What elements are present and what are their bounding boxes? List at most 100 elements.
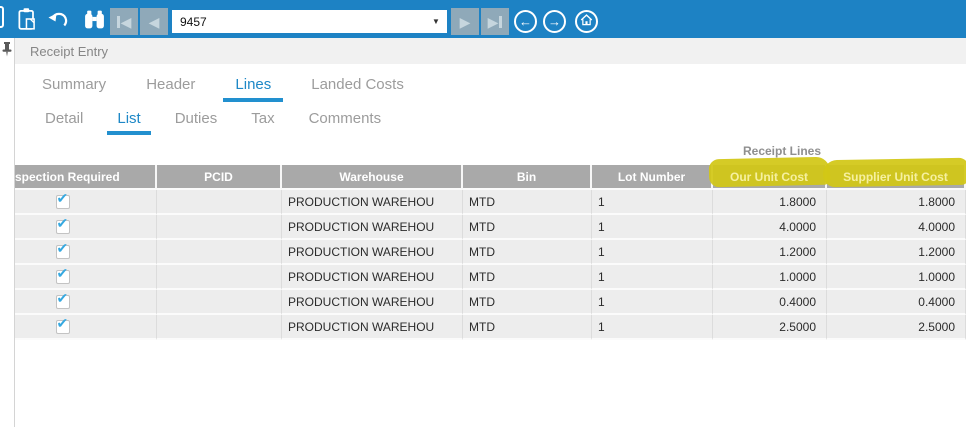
first-record-button[interactable]: ◀ — [110, 8, 138, 35]
cell-lot-number[interactable]: 1 — [592, 215, 713, 240]
navigate-forward-button[interactable]: → — [543, 10, 566, 33]
cell-our-unit-cost[interactable]: 1.8000 — [713, 190, 827, 215]
tab-header[interactable]: Header — [146, 76, 196, 93]
cell-supplier-unit-cost[interactable]: 1.2000 — [827, 240, 966, 265]
cell-lot-number[interactable]: 1 — [592, 190, 713, 215]
binoculars-icon — [83, 9, 106, 30]
cell-lot-number[interactable]: 1 — [592, 240, 713, 265]
cell-warehouse[interactable]: PRODUCTION WAREHOU — [282, 290, 463, 315]
cell-bin[interactable]: MTD — [463, 290, 592, 315]
previous-record-button[interactable]: ◀ — [140, 8, 168, 35]
cell-lot-number[interactable]: 1 — [592, 265, 713, 290]
cell-inspection-required[interactable]: ✔ — [15, 215, 157, 240]
tab-comments[interactable]: Comments — [308, 110, 382, 127]
main-tab-strip: Summary Header Lines Landed Costs — [15, 74, 416, 102]
next-record-button[interactable]: ▶ — [451, 8, 479, 35]
column-header-our-unit-cost[interactable]: Our Unit Cost — [708, 156, 831, 190]
check-icon: ✔ — [56, 290, 69, 306]
inspection-required-checkbox[interactable]: ✔ — [55, 215, 70, 234]
record-navigator-dropdown-button[interactable]: ▼ — [432, 17, 440, 26]
tab-list[interactable]: List — [107, 108, 151, 135]
cell-our-unit-cost[interactable]: 2.5000 — [713, 315, 827, 340]
cell-lot-number[interactable]: 1 — [592, 290, 713, 315]
column-header-lot-number[interactable]: Lot Number — [592, 165, 713, 190]
cell-supplier-unit-cost[interactable]: 0.4000 — [827, 290, 966, 315]
table-row: ✔ PRODUCTION WAREHOU MTD 1 1.0000 1.0000 — [15, 265, 966, 290]
column-header-pcid[interactable]: PCID — [157, 165, 282, 190]
cell-our-unit-cost[interactable]: 1.2000 — [713, 240, 827, 265]
inspection-required-checkbox[interactable]: ✔ — [55, 290, 70, 309]
last-record-icon: ▶ — [487, 13, 499, 30]
inspection-required-checkbox[interactable]: ✔ — [55, 190, 70, 209]
grid-header-row: Inspection Required PCID Warehouse Bin L… — [15, 156, 966, 190]
paste-button[interactable] — [13, 5, 41, 33]
cell-pcid[interactable] — [157, 190, 282, 215]
cell-inspection-required[interactable]: ✔ — [15, 240, 157, 265]
paste-icon — [16, 7, 38, 31]
table-row: ✔ PRODUCTION WAREHOU MTD 1 1.2000 1.2000 — [15, 240, 966, 265]
cell-pcid[interactable] — [157, 240, 282, 265]
cell-bin[interactable]: MTD — [463, 315, 592, 340]
home-button[interactable] — [575, 10, 598, 33]
navigate-back-button[interactable]: ← — [514, 10, 537, 33]
search-button[interactable] — [80, 5, 108, 33]
table-row: ✔ PRODUCTION WAREHOU MTD 1 0.4000 0.4000 — [15, 290, 966, 315]
tab-landed-costs[interactable]: Landed Costs — [311, 76, 404, 93]
last-record-button[interactable]: ▶ — [481, 8, 509, 35]
cell-supplier-unit-cost[interactable]: 1.0000 — [827, 265, 966, 290]
cell-pcid[interactable] — [157, 315, 282, 340]
table-row: ✔ PRODUCTION WAREHOU MTD 1 2.5000 2.5000 — [15, 315, 966, 340]
cell-inspection-required[interactable]: ✔ — [15, 290, 157, 315]
cell-warehouse[interactable]: PRODUCTION WAREHOU — [282, 315, 463, 340]
tab-summary[interactable]: Summary — [42, 76, 107, 93]
receipt-lines-grid: Inspection Required PCID Warehouse Bin L… — [15, 148, 966, 344]
cell-lot-number[interactable]: 1 — [592, 315, 713, 340]
cell-our-unit-cost[interactable]: 1.0000 — [713, 265, 827, 290]
column-header-bin[interactable]: Bin — [463, 165, 592, 190]
cell-inspection-required[interactable]: ✔ — [15, 190, 157, 215]
column-header-inspection-required[interactable]: Inspection Required — [15, 165, 157, 190]
cell-supplier-unit-cost[interactable]: 4.0000 — [827, 215, 966, 240]
check-icon: ✔ — [56, 215, 69, 231]
receipt-lines-group-label: Receipt Lines — [742, 144, 822, 158]
undo-button[interactable] — [45, 5, 73, 33]
home-icon — [580, 14, 593, 29]
cell-pcid[interactable] — [157, 290, 282, 315]
cell-pcid[interactable] — [157, 265, 282, 290]
cell-bin[interactable]: MTD — [463, 265, 592, 290]
tab-detail[interactable]: Detail — [45, 110, 84, 127]
first-record-bar — [116, 15, 120, 28]
cell-warehouse[interactable]: PRODUCTION WAREHOU — [282, 265, 463, 290]
column-header-supplier-unit-cost[interactable]: Supplier Unit Cost — [822, 157, 966, 190]
inspection-required-checkbox[interactable]: ✔ — [55, 240, 70, 259]
cell-pcid[interactable] — [157, 215, 282, 240]
tab-duties[interactable]: Duties — [174, 110, 218, 127]
forward-arrow-icon: → — [548, 14, 561, 29]
table-row: ✔ PRODUCTION WAREHOU MTD 1 1.8000 1.8000 — [15, 190, 966, 215]
cell-our-unit-cost[interactable]: 0.4000 — [713, 290, 827, 315]
column-header-warehouse[interactable]: Warehouse — [282, 165, 463, 190]
cell-supplier-unit-cost[interactable]: 2.5000 — [827, 315, 966, 340]
last-record-bar — [499, 15, 503, 28]
tab-lines[interactable]: Lines — [223, 74, 284, 102]
cell-bin[interactable]: MTD — [463, 215, 592, 240]
cell-inspection-required[interactable]: ✔ — [15, 315, 157, 340]
cell-warehouse[interactable]: PRODUCTION WAREHOU — [282, 215, 463, 240]
pin-icon[interactable] — [1, 41, 13, 62]
cell-inspection-required[interactable]: ✔ — [15, 265, 157, 290]
inspection-required-checkbox[interactable]: ✔ — [55, 265, 70, 284]
cell-our-unit-cost[interactable]: 4.0000 — [713, 215, 827, 240]
cell-bin[interactable]: MTD — [463, 190, 592, 215]
cell-supplier-unit-cost[interactable]: 1.8000 — [827, 190, 966, 215]
back-arrow-icon: ← — [519, 14, 532, 29]
cell-bin[interactable]: MTD — [463, 240, 592, 265]
main-toolbar: ◀ ◀ ▼ ▶ ▶ ← → — [0, 0, 966, 38]
table-row: ✔ PRODUCTION WAREHOU MTD 1 4.0000 4.0000 — [15, 215, 966, 240]
check-icon: ✔ — [56, 240, 69, 256]
undo-icon — [47, 10, 71, 28]
cell-warehouse[interactable]: PRODUCTION WAREHOU — [282, 190, 463, 215]
tab-tax[interactable]: Tax — [251, 110, 275, 127]
cell-warehouse[interactable]: PRODUCTION WAREHOU — [282, 240, 463, 265]
inspection-required-checkbox[interactable]: ✔ — [55, 315, 70, 334]
record-navigator-input[interactable] — [172, 10, 425, 33]
